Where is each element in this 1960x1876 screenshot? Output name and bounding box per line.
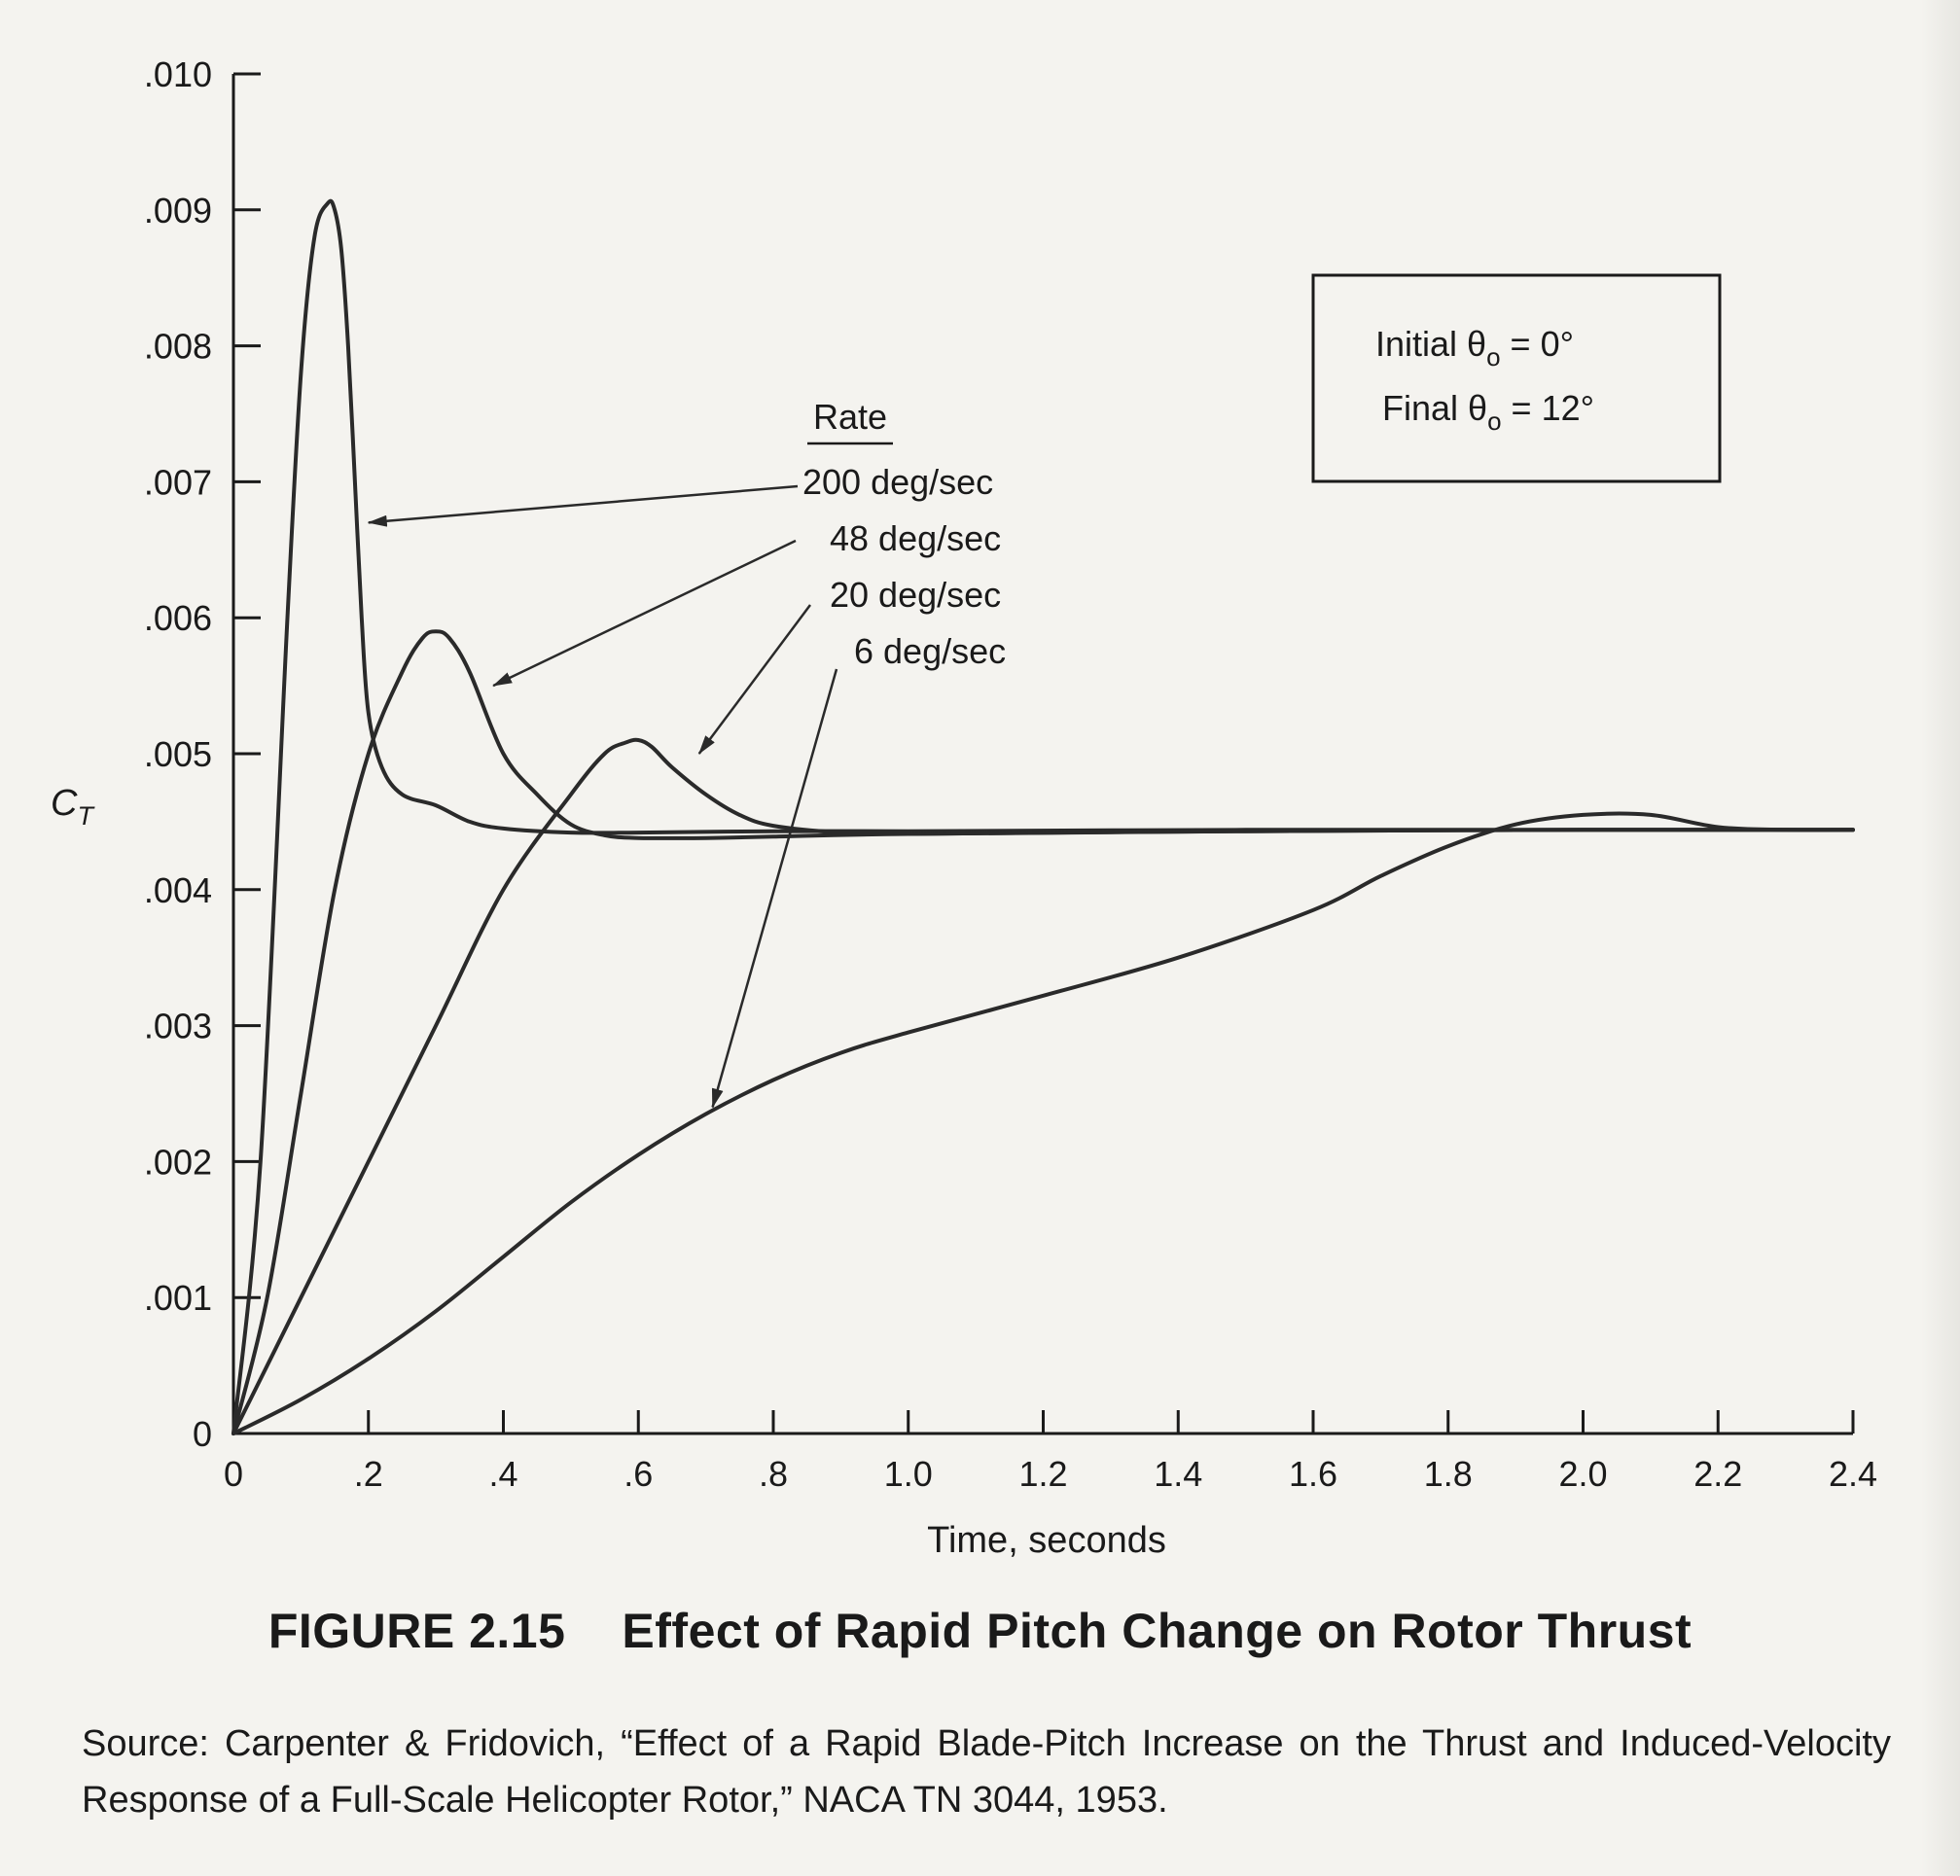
x-axis-label: Time, seconds — [927, 1520, 1166, 1561]
y-tick-label: .003 — [144, 1007, 212, 1046]
chart: 0 .001 .002 .003 .004 .005 .006 .007 .008 .009 .01… — [51, 54, 1877, 1561]
x-tick-label: 1.4 — [1154, 1454, 1202, 1494]
x-tick-label: .6 — [624, 1454, 653, 1494]
series-label-48: 48 deg/sec — [830, 518, 1001, 558]
series-label-arrow — [367, 484, 799, 527]
figure-title: Effect of Rapid Pitch Change on Rotor Th… — [622, 1604, 1693, 1658]
x-tick-label: 1.2 — [1018, 1454, 1067, 1494]
x-tick-label: 0 — [224, 1454, 243, 1494]
series-line-6 — [232, 811, 1855, 1435]
annotation-line-initial: Initial θo = 0° — [1375, 324, 1574, 372]
x-tick-label: 1.0 — [884, 1454, 933, 1494]
legend-title: Rate — [813, 397, 887, 437]
y-tick-label: .002 — [144, 1142, 212, 1182]
series-label-6: 6 deg/sec — [854, 631, 1006, 671]
source-citation: Source: Carpenter & Fridovich, “Effect o… — [82, 1723, 1891, 1821]
figure-caption: FIGURE 2.15 Effect of Rapid Pitch Change … — [0, 1603, 1960, 1659]
x-tick-label: 2.2 — [1693, 1454, 1742, 1494]
x-axis-ticks: 0 .2 .4 .6 .8 1.0 1.2 1.4 1.6 1.8 2.0 2.2 2.4 — [224, 1410, 1877, 1494]
x-tick-label: 1.6 — [1289, 1454, 1337, 1494]
x-tick-label: .4 — [488, 1454, 517, 1494]
x-tick-label: 2.0 — [1558, 1454, 1607, 1494]
x-tick-label: 1.8 — [1424, 1454, 1473, 1494]
y-tick-label: .007 — [144, 462, 212, 502]
series-line-200 — [232, 198, 1855, 1435]
y-tick-label: .010 — [144, 54, 212, 94]
figure-number: FIGURE 2.15 — [267, 1604, 566, 1658]
y-tick-label: 0 — [193, 1414, 212, 1454]
series-label-200: 200 deg/sec — [802, 462, 993, 502]
series-label-arrow — [711, 668, 838, 1109]
annotation-box — [1311, 273, 1722, 483]
y-tick-label: .004 — [144, 870, 212, 910]
x-tick-label: .2 — [354, 1454, 383, 1494]
series-label-20: 20 deg/sec — [830, 575, 1001, 615]
series-label-arrow — [697, 604, 812, 755]
y-tick-label: .001 — [144, 1278, 212, 1318]
page-edge-shadow — [1921, 0, 1960, 1876]
y-axis-label: CT — [51, 783, 95, 831]
y-tick-label: .005 — [144, 734, 212, 774]
x-tick-label: 2.4 — [1829, 1454, 1877, 1494]
series-label-arrow — [492, 539, 797, 688]
y-tick-label: .008 — [144, 327, 212, 367]
series-line-20 — [232, 737, 1855, 1435]
y-axis-ticks: 0 .001 .002 .003 .004 .005 .006 .007 .008 .009 .01… — [144, 54, 261, 1454]
series-lines — [232, 198, 1855, 1435]
x-tick-label: .8 — [759, 1454, 788, 1494]
series-line-48 — [232, 629, 1855, 1435]
annotation-line-final: Final θo = 12° — [1382, 388, 1594, 436]
y-tick-label: .006 — [144, 598, 212, 638]
series-labels: 200 deg/sec 48 deg/sec 20 deg/sec 6 deg/sec — [367, 462, 1006, 1109]
y-tick-label: .009 — [144, 191, 212, 230]
